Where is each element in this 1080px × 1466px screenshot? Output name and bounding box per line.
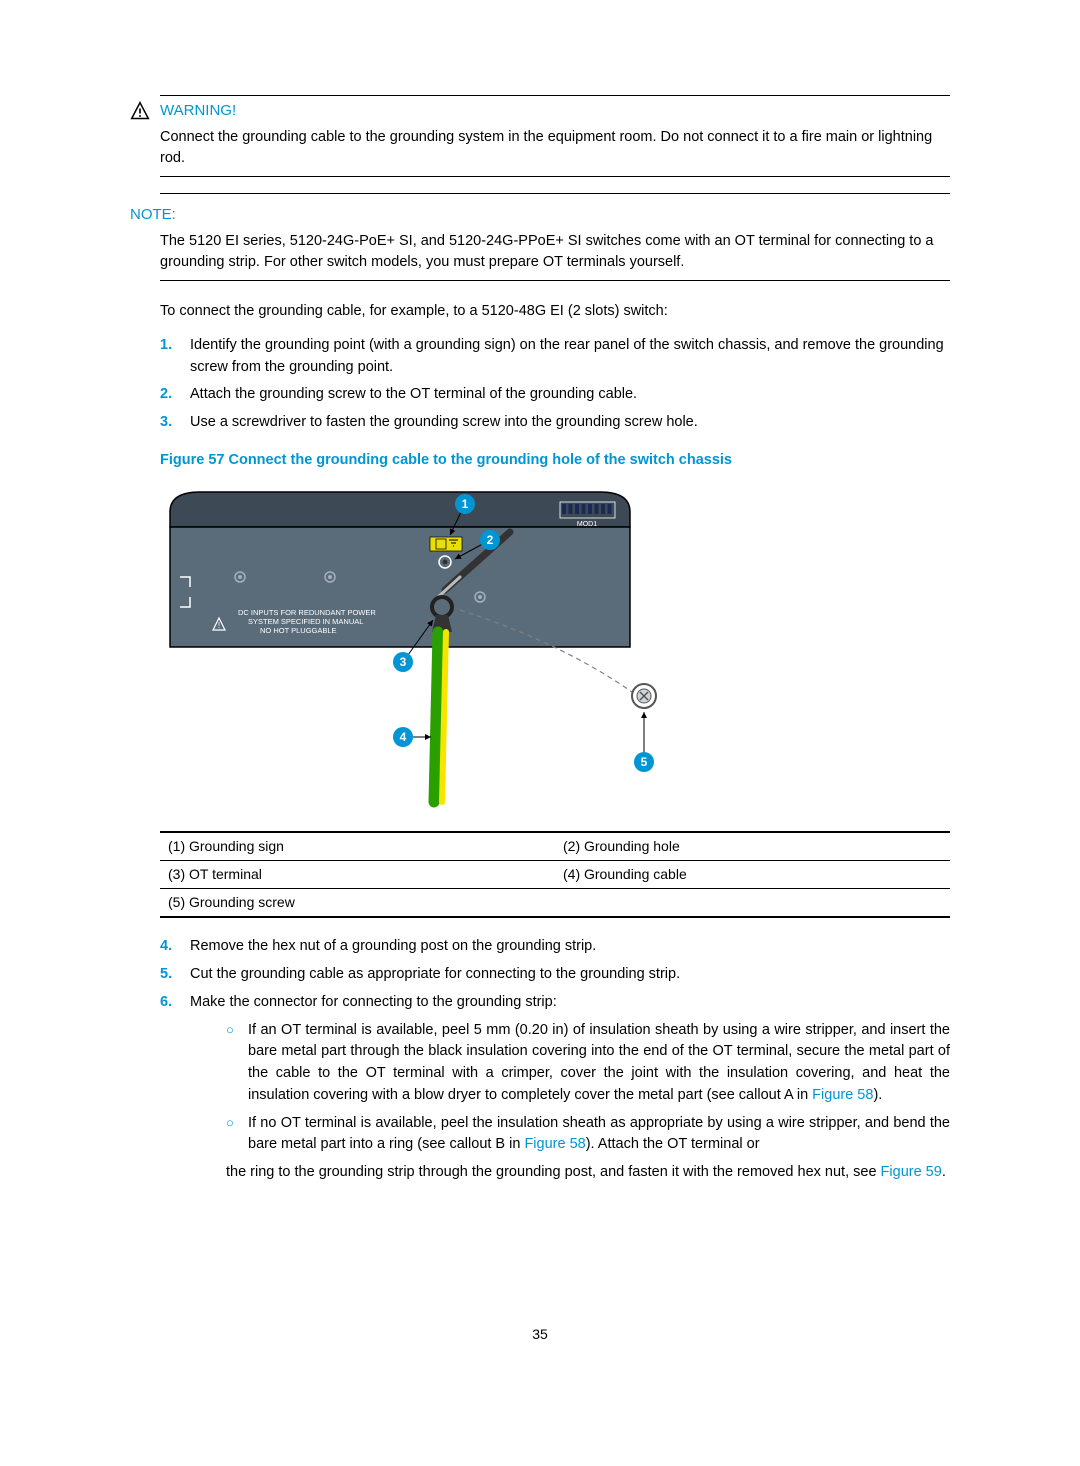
figure-link[interactable]: Figure 59 <box>881 1164 942 1180</box>
warning-label: WARNING! <box>160 100 236 123</box>
bullet-icon: ○ <box>226 1113 248 1157</box>
step-number: 3. <box>160 412 190 434</box>
divider <box>160 176 950 177</box>
trailing-text: the ring to the grounding strip through … <box>226 1162 950 1184</box>
svg-text:1: 1 <box>462 497 469 511</box>
step-text: Make the connector for connecting to the… <box>190 992 950 1184</box>
sub-text: If no OT terminal is available, peel the… <box>248 1113 950 1157</box>
figure-57: MOD1! DC INPUTS FOR REDUNDANT POWERSYSTEM… <box>160 482 950 820</box>
intro-paragraph: To connect the grounding cable, for exam… <box>160 301 950 323</box>
step-text: Remove the hex nut of a grounding post o… <box>190 936 950 958</box>
note-text: The 5120 EI series, 5120-24G-PoE+ SI, an… <box>160 231 950 275</box>
step-item: 6. Make the connector for connecting to … <box>160 992 950 1184</box>
divider <box>160 193 950 194</box>
figure-svg: MOD1! DC INPUTS FOR REDUNDANT POWERSYSTEM… <box>160 482 720 812</box>
step-number: 6. <box>160 992 190 1184</box>
steps-list-1: 1. Identify the grounding point (with a … <box>160 335 950 434</box>
step-text: Identify the grounding point (with a gro… <box>190 335 950 379</box>
legend-cell: (5) Grounding screw <box>160 889 555 918</box>
legend-cell: (1) Grounding sign <box>160 832 555 861</box>
note-label: NOTE: <box>130 204 950 227</box>
figure-legend: (1) Grounding sign (2) Grounding hole (3… <box>160 831 950 918</box>
svg-text:DC INPUTS FOR REDUNDANT POWER: DC INPUTS FOR REDUNDANT POWER <box>238 608 376 617</box>
step-text: Use a screwdriver to fasten the groundin… <box>190 412 950 434</box>
sub-item: ○ If an OT terminal is available, peel 5… <box>226 1020 950 1107</box>
warning-icon <box>130 101 150 121</box>
step-item: 1. Identify the grounding point (with a … <box>160 335 950 379</box>
svg-text:5: 5 <box>641 755 648 769</box>
step-number: 2. <box>160 384 190 406</box>
legend-cell: (3) OT terminal <box>160 861 555 889</box>
step-text: Attach the grounding screw to the OT ter… <box>190 384 950 406</box>
step-item: 2. Attach the grounding screw to the OT … <box>160 384 950 406</box>
legend-cell: (2) Grounding hole <box>555 832 950 861</box>
svg-text:!: ! <box>218 621 220 630</box>
svg-text:2: 2 <box>487 533 494 547</box>
svg-text:4: 4 <box>400 730 407 744</box>
legend-cell: (4) Grounding cable <box>555 861 950 889</box>
svg-text:NO HOT PLUGGABLE: NO HOT PLUGGABLE <box>260 626 337 635</box>
note-block: NOTE: The 5120 EI series, 5120-24G-PoE+ … <box>130 193 950 281</box>
page-number: 35 <box>130 1324 950 1345</box>
steps-list-2: 4. Remove the hex nut of a grounding pos… <box>160 936 950 1184</box>
step-item: 3. Use a screwdriver to fasten the groun… <box>160 412 950 434</box>
legend-cell <box>555 889 950 918</box>
warning-header: WARNING! <box>130 100 950 123</box>
step-text: Cut the grounding cable as appropriate f… <box>190 964 950 986</box>
svg-text:3: 3 <box>400 655 407 669</box>
figure-link[interactable]: Figure 58 <box>812 1087 873 1103</box>
step-number: 1. <box>160 335 190 379</box>
step-number: 5. <box>160 964 190 986</box>
bullet-icon: ○ <box>226 1020 248 1107</box>
step-item: 5. Cut the grounding cable as appropriat… <box>160 964 950 986</box>
sub-text: If an OT terminal is available, peel 5 m… <box>248 1020 950 1107</box>
divider <box>160 95 950 96</box>
figure-link[interactable]: Figure 58 <box>524 1136 585 1152</box>
step-number: 4. <box>160 936 190 958</box>
svg-text:SYSTEM SPECIFIED IN MANUAL: SYSTEM SPECIFIED IN MANUAL <box>248 617 363 626</box>
divider <box>160 280 950 281</box>
warning-text: Connect the grounding cable to the groun… <box>160 127 950 171</box>
sub-item: ○ If no OT terminal is available, peel t… <box>226 1113 950 1157</box>
step-item: 4. Remove the hex nut of a grounding pos… <box>160 936 950 958</box>
sub-list: ○ If an OT terminal is available, peel 5… <box>226 1020 950 1157</box>
warning-block: WARNING! Connect the grounding cable to … <box>130 95 950 177</box>
figure-caption: Figure 57 Connect the grounding cable to… <box>160 450 950 472</box>
svg-text:MOD1: MOD1 <box>577 521 597 528</box>
